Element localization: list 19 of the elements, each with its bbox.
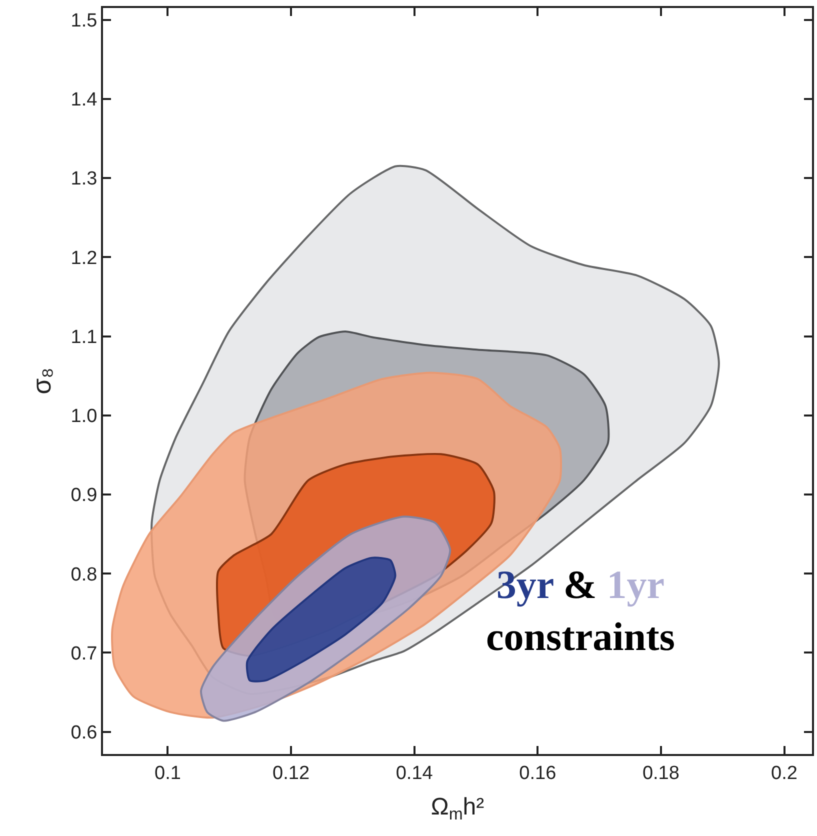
x-tick-label: 0.16 [519, 762, 556, 784]
x-axis-title: Ω$_{m}$h² [430, 794, 484, 824]
y-tick-label: 0.6 [70, 722, 98, 744]
x-tick-label: 0.18 [642, 762, 680, 784]
y-tick-label: 1.5 [70, 10, 98, 32]
x-tick-label: 0.1 [154, 762, 181, 784]
y-tick-label: 1.3 [70, 168, 98, 190]
y-tick-label: 1.1 [70, 326, 98, 348]
y-tick-label: 1.2 [70, 248, 98, 269]
y-tick-label: 0.8 [70, 564, 98, 586]
x-tick-label: 0.2 [771, 762, 798, 784]
y-tick-label: 0.7 [70, 643, 98, 664]
y-tick-label: 0.9 [70, 485, 98, 506]
x-tick-label: 0.12 [272, 762, 310, 784]
annotation: 3yr & 1yr constraints [486, 562, 675, 659]
y-tick-label: 1.0 [70, 406, 98, 428]
y-axis-title: σ₈ [26, 368, 57, 394]
x-tick-label: 0.14 [396, 762, 434, 784]
y-tick-label: 1.4 [70, 90, 98, 111]
